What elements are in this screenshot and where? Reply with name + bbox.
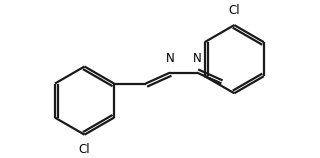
Text: Cl: Cl bbox=[79, 143, 90, 156]
Text: N: N bbox=[166, 52, 174, 65]
Text: N: N bbox=[192, 52, 201, 65]
Text: Cl: Cl bbox=[228, 4, 240, 17]
